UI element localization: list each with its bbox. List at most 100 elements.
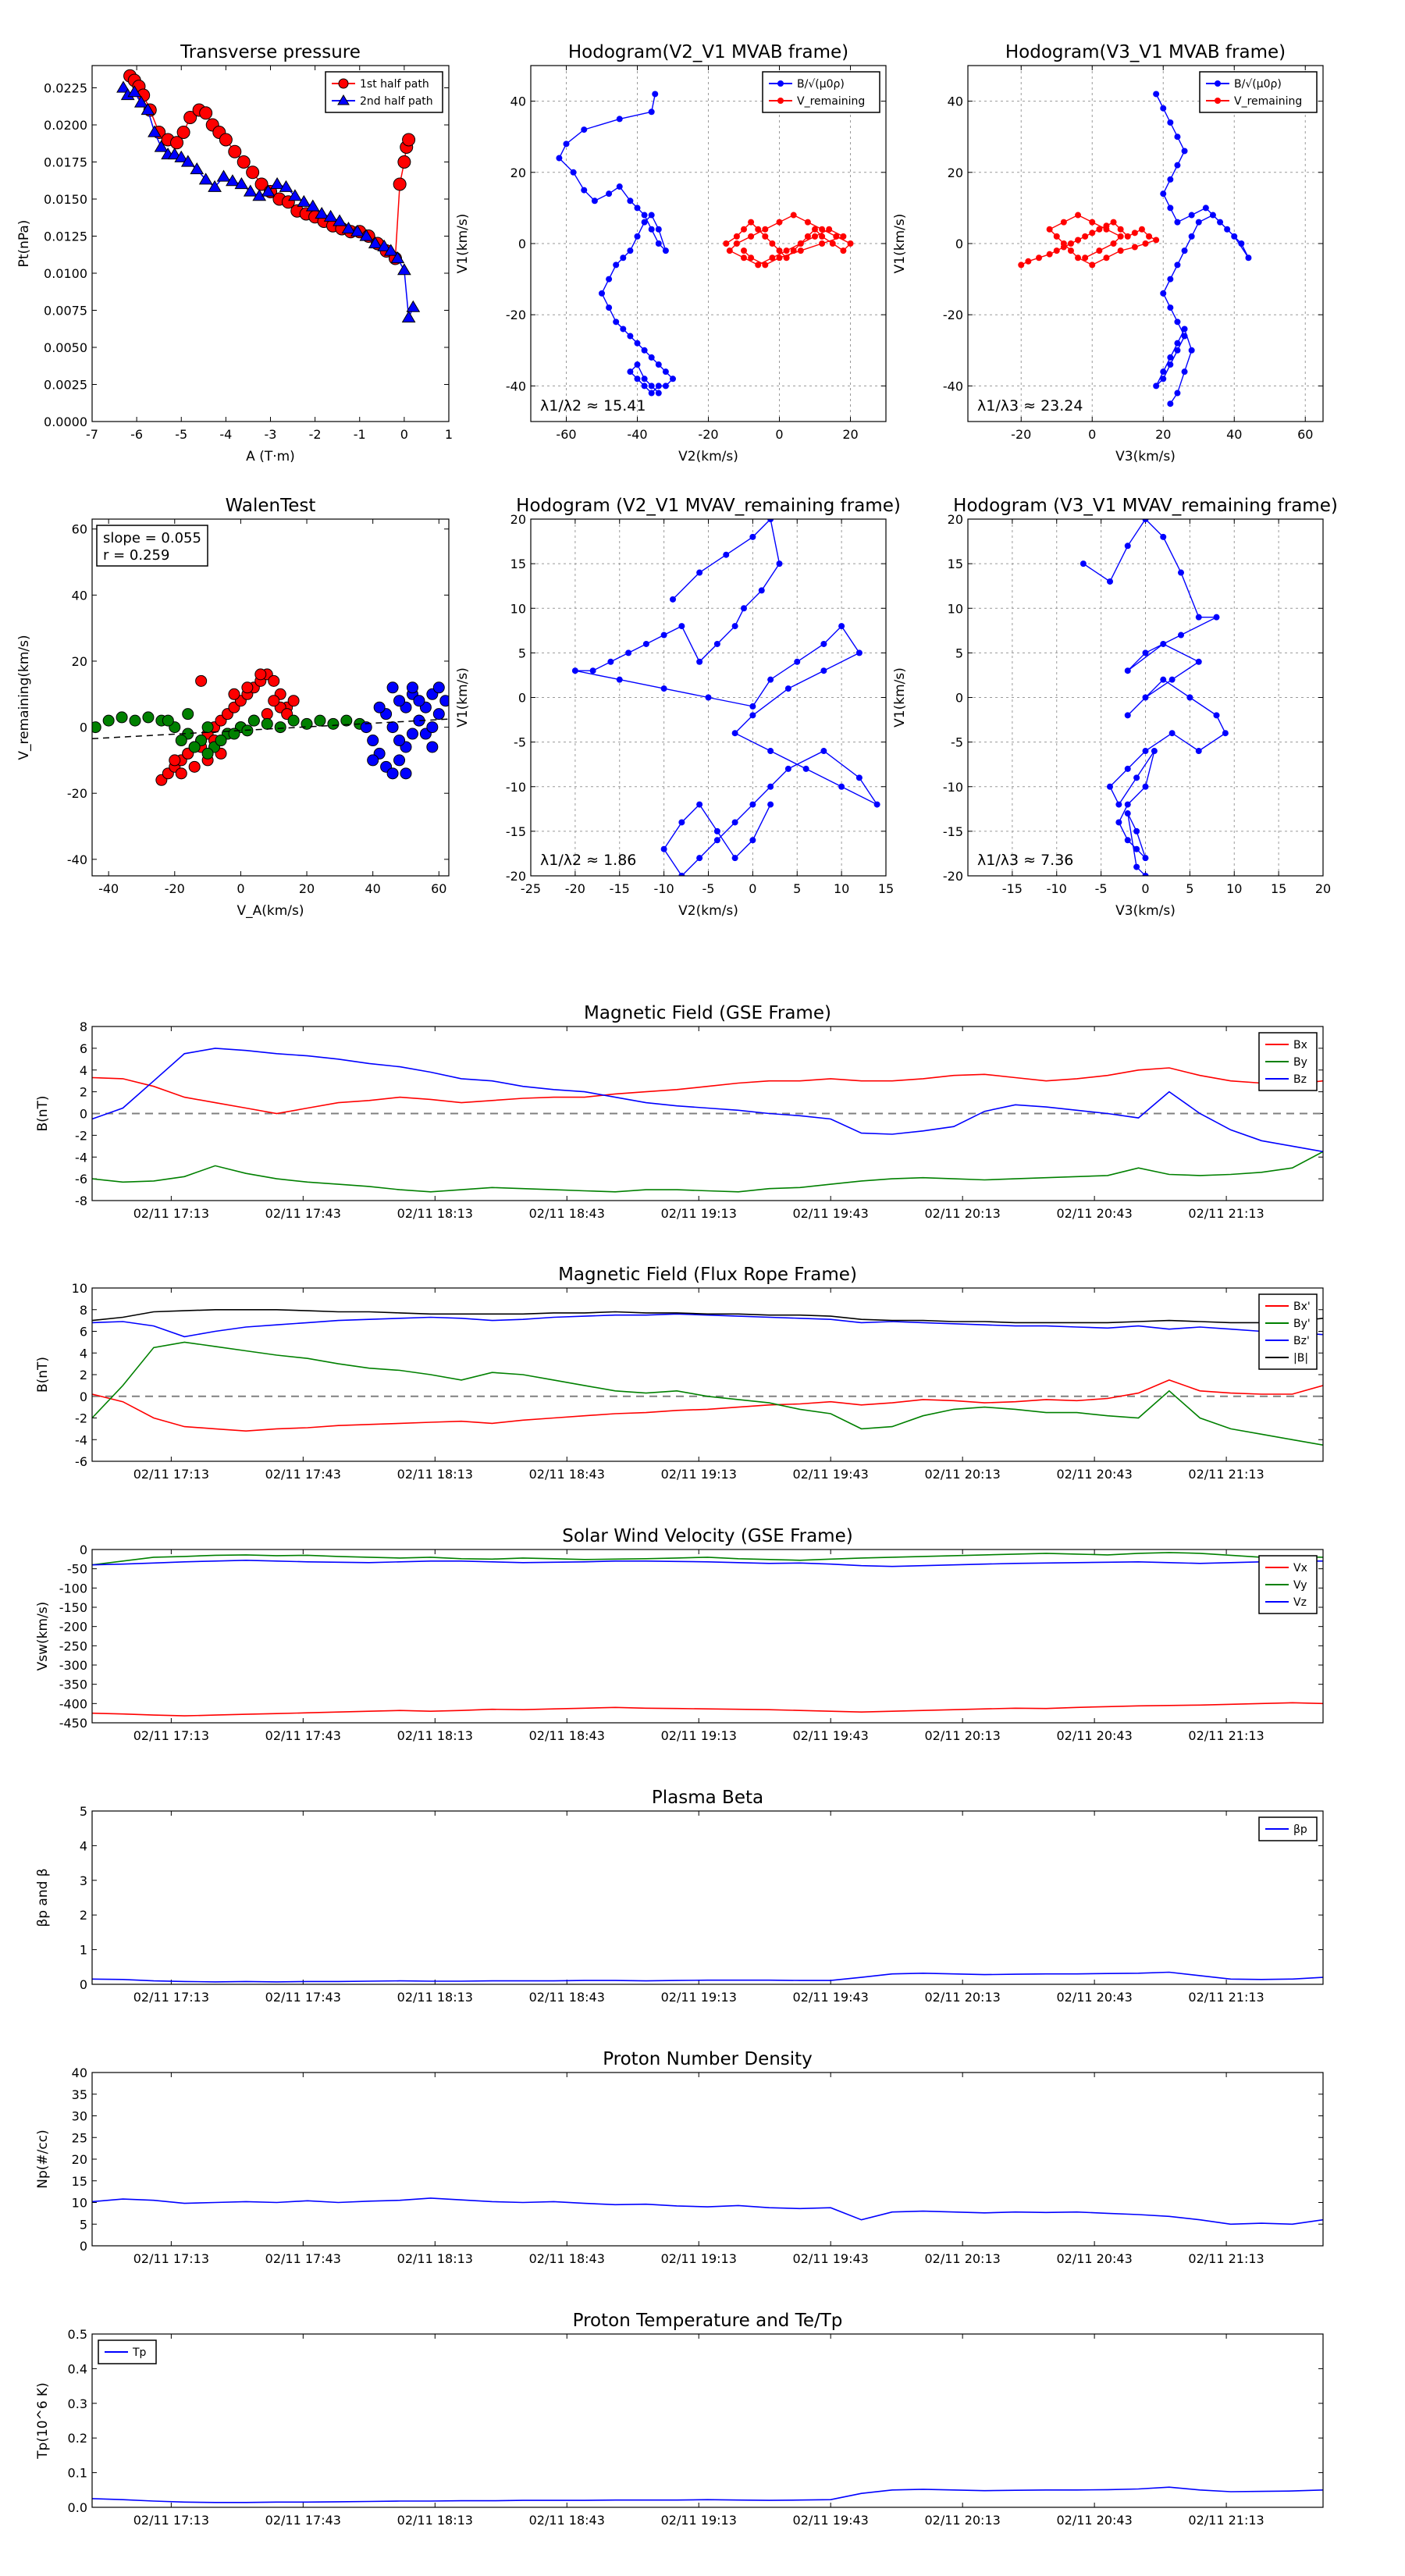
data-point — [400, 767, 412, 780]
data-point — [1133, 863, 1140, 870]
axes-frame — [967, 65, 1324, 422]
data-point — [1096, 247, 1103, 254]
x-tick-label: -2 — [309, 427, 322, 442]
y-tick-label: -450 — [59, 1716, 87, 1731]
x-tick-label: 02/11 19:13 — [661, 2251, 737, 2266]
data-point — [287, 714, 300, 727]
legend-label: By — [1293, 1056, 1307, 1069]
x-tick-label: 02/11 20:43 — [1056, 1206, 1132, 1221]
data-point — [167, 148, 182, 160]
data-point — [1174, 162, 1181, 169]
x-tick-label: -1 — [354, 427, 366, 442]
data-point — [1036, 254, 1042, 262]
data-point — [247, 714, 260, 727]
data-point — [261, 184, 276, 197]
x-tick-label: 02/11 18:43 — [529, 2513, 605, 2528]
data-point — [767, 783, 774, 790]
data-point — [634, 375, 641, 382]
data-point — [634, 233, 641, 240]
y-tick-label: 35 — [72, 2087, 87, 2102]
y-axis-label: V_remaining(km/s) — [16, 635, 32, 760]
x-axis-label: A (T·m) — [246, 449, 295, 464]
data-point — [1146, 233, 1153, 240]
data-point — [820, 667, 827, 674]
y-tick-label: 1 — [80, 1943, 87, 1958]
y-tick-label: 0.5 — [68, 2327, 87, 2342]
data-point — [581, 126, 588, 133]
data-point — [847, 240, 854, 247]
x-tick-label: 0 — [400, 427, 408, 442]
data-point — [182, 708, 194, 720]
data-point — [634, 361, 641, 368]
data-point — [748, 254, 755, 262]
data-point — [620, 326, 627, 333]
data-point — [1167, 400, 1174, 407]
chart-title: Hodogram(V2_V1 MVAB frame) — [568, 42, 848, 62]
data-point — [383, 244, 398, 256]
data-point — [1124, 712, 1131, 719]
data-point — [1168, 676, 1176, 683]
y-tick-label: -200 — [59, 1620, 87, 1635]
y-tick-label: 10 — [72, 1281, 87, 1296]
x-tick-label: 02/11 17:43 — [265, 1467, 341, 1482]
data-point — [241, 681, 254, 694]
data-point — [733, 233, 740, 240]
data-point — [758, 587, 765, 594]
data-point — [749, 837, 756, 844]
data-point — [731, 730, 738, 737]
data-point — [855, 649, 863, 656]
data-point — [696, 569, 703, 576]
data-point — [1167, 205, 1174, 212]
y-tick-label: -6 — [75, 1172, 87, 1187]
x-tick-label: 10 — [834, 881, 849, 896]
data-point — [606, 304, 613, 311]
y-tick-label: -350 — [59, 1678, 87, 1692]
y-tick-label: -20 — [506, 308, 526, 322]
plot-area — [92, 1309, 1323, 1446]
data-point — [297, 194, 311, 207]
series-line — [92, 1067, 1323, 1115]
data-point — [1131, 229, 1138, 237]
walen-test-panel: WalenTest -40 -20 0 20 40 60 -40 -20 0 20 40 60 V_A(k… — [16, 496, 450, 919]
data-point — [1195, 219, 1202, 226]
data-point — [201, 747, 214, 760]
data-point — [776, 254, 783, 262]
data-point — [749, 712, 756, 719]
data-point — [790, 212, 797, 219]
x-tick-label: 02/11 18:43 — [529, 1467, 605, 1482]
data-point — [116, 80, 130, 93]
x-tick-label: 10 — [1226, 881, 1242, 896]
x-tick-label: -15 — [1002, 881, 1023, 896]
data-point — [1142, 649, 1149, 656]
data-point — [1124, 801, 1131, 808]
data-point — [641, 212, 648, 219]
data-point — [386, 767, 399, 780]
data-point — [133, 95, 148, 108]
y-axis-label: V1(km/s) — [892, 667, 908, 728]
data-point — [591, 197, 598, 205]
data-point — [1181, 148, 1188, 155]
legend-box — [1199, 71, 1318, 113]
chart-title: Proton Temperature and Te/Tp — [573, 2311, 843, 2331]
data-point — [1181, 247, 1188, 254]
data-point — [1124, 810, 1131, 817]
data-point — [305, 199, 320, 212]
data-point — [1188, 347, 1195, 354]
chart-title: Hodogram (V2_V1 MVAV_remaining frame) — [516, 496, 901, 516]
y-tick-label: 0 — [518, 691, 526, 706]
data-point — [833, 233, 840, 240]
y-tick-label: 4 — [80, 1838, 87, 1853]
plot-area — [92, 668, 449, 786]
data-point — [1096, 226, 1103, 233]
data-point — [783, 254, 790, 262]
legend-label: Bz — [1293, 1073, 1307, 1086]
chart-title: Magnetic Field (GSE Frame) — [584, 1003, 831, 1023]
data-point — [797, 240, 804, 247]
data-point — [1067, 247, 1074, 254]
data-point — [1160, 190, 1167, 197]
eigenvalue-ratio-annotation: λ1/λ3 ≈ 23.24 — [977, 397, 1083, 415]
data-point — [613, 262, 620, 269]
data-point — [208, 180, 222, 192]
proton-number-density-panel: Proton Number Density 0 5 10 15 20 25 30 35 40 02/… — [35, 2049, 1324, 2266]
